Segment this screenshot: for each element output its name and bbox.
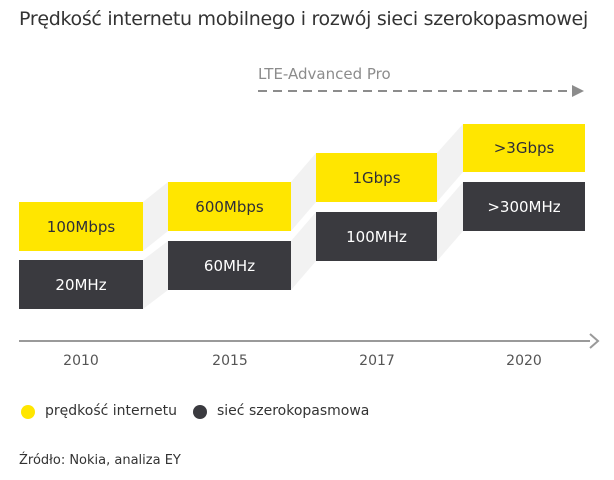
bandwidth-label: 20MHz [55, 275, 107, 294]
bandwidth-label: 100MHz [346, 227, 407, 246]
bandwidth-box-2017: 100MHz [316, 212, 437, 261]
legend-bandwidth-label: sieć szerokopasmowa [217, 403, 370, 419]
year-label-2015: 2015 [212, 353, 248, 369]
connector-dark-3 [437, 182, 463, 261]
speed-label: 100Mbps [46, 217, 116, 236]
year-label-2020: 2020 [506, 353, 542, 369]
yellow-circle-icon [21, 405, 35, 419]
page-title: Prędkość internetu mobilnego i rozwój si… [19, 8, 588, 30]
speed-box-2020: >3Gbps [463, 124, 585, 172]
bandwidth-box-2010: 20MHz [19, 260, 143, 309]
connector-dark-1 [143, 241, 168, 309]
speed-box-2010: 100Mbps [19, 202, 143, 251]
source-note: Źródło: Nokia, analiza EY [19, 453, 181, 468]
legend-speed-label: prędkość internetu [45, 403, 177, 419]
connector-dark-2 [291, 212, 316, 290]
dark-circle-icon [193, 405, 207, 419]
year-label-2010: 2010 [63, 353, 99, 369]
connector-yellow-2 [291, 153, 316, 231]
lte-arrow-head [572, 85, 584, 97]
connector-yellow-1 [143, 182, 168, 251]
lte-advanced-pro-label: LTE-Advanced Pro [258, 65, 391, 83]
timeline-arrow-head [589, 333, 600, 349]
speed-box-2015: 600Mbps [168, 182, 291, 231]
bandwidth-label: >300MHz [487, 197, 561, 216]
bandwidth-box-2015: 60MHz [168, 241, 291, 290]
bandwidth-box-2020: >300MHz [463, 182, 585, 231]
connector-yellow-3 [437, 124, 463, 202]
speed-label: >3Gbps [493, 139, 555, 157]
speed-label: 1Gbps [352, 168, 401, 187]
speed-label: 600Mbps [195, 197, 264, 216]
bandwidth-label: 60MHz [203, 256, 256, 275]
year-label-2017: 2017 [359, 353, 395, 369]
speed-box-2017: 1Gbps [316, 153, 437, 202]
